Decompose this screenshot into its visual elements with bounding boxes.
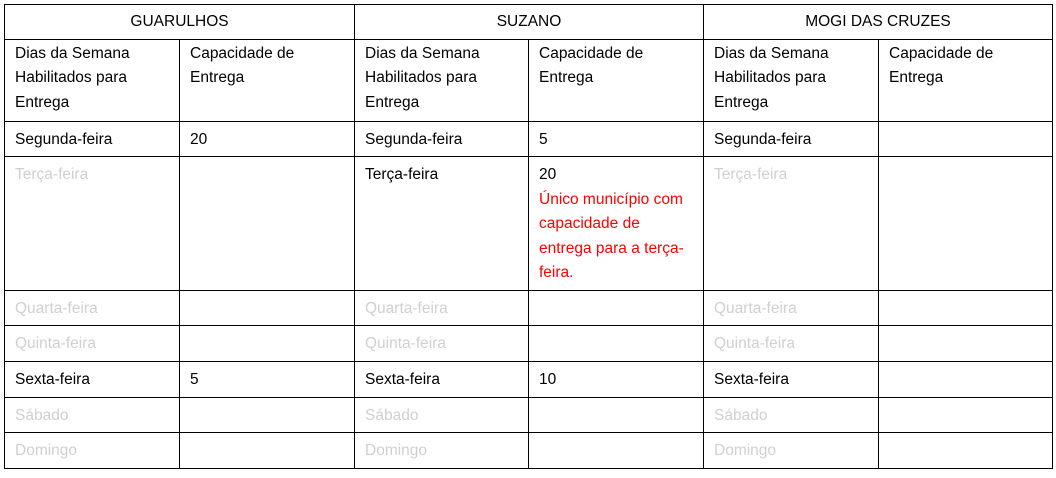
delivery-capacity-table: GUARULHOS SUZANO MOGI DAS CRUZES Dias da Se… — [4, 4, 1053, 469]
table-row: Terça-feira Terça-feira 20 Único município … — [4, 156, 1053, 291]
capacity-cell — [878, 432, 1053, 469]
capacity-cell — [179, 325, 355, 362]
day-column-header: Dias da Semana Habilitados para Entrega — [354, 38, 529, 122]
capacity-column-header: Capacidade de Entrega — [528, 38, 704, 122]
capacity-value: 20 — [190, 130, 208, 148]
day-cell: Segunda-feira — [4, 120, 180, 157]
day-cell: Sexta-feira — [4, 360, 180, 398]
day-cell: Sexta-feira — [703, 360, 879, 398]
day-column-header: Dias da Semana Habilitados para Entrega — [703, 38, 879, 122]
capacity-column-header: Capacidade de Entrega — [179, 38, 355, 122]
capacity-cell — [528, 289, 704, 326]
day-cell: Quinta-feira — [703, 325, 879, 362]
capacity-cell — [878, 360, 1053, 398]
capacity-value: 10 — [539, 370, 557, 388]
city-header: SUZANO — [354, 4, 704, 40]
capacity-cell: 10 — [528, 360, 704, 398]
day-cell: Segunda-feira — [354, 120, 529, 157]
table-row: Segunda-feira 20 Segunda-feira 5 Segunda-fei… — [4, 120, 1053, 157]
day-cell: Quinta-feira — [4, 325, 180, 362]
day-cell: Quarta-feira — [703, 289, 879, 326]
capacity-cell — [878, 325, 1053, 362]
capacity-cell: 20 — [179, 120, 355, 157]
table-row: Sábado Sábado Sábado — [4, 396, 1053, 433]
capacity-cell: 5 — [528, 120, 704, 157]
day-cell: Terça-feira — [354, 156, 529, 291]
day-cell: Domingo — [354, 432, 529, 469]
capacity-cell — [179, 396, 355, 433]
day-column-header: Dias da Semana Habilitados para Entrega — [4, 38, 180, 122]
table-row: Sexta-feira 5 Sexta-feira 10 Sexta-feira — [4, 360, 1053, 398]
day-cell: Quarta-feira — [354, 289, 529, 326]
capacity-cell — [528, 325, 704, 362]
table-row: Domingo Domingo Domingo — [4, 432, 1053, 469]
day-cell: Domingo — [703, 432, 879, 469]
capacity-cell — [179, 432, 355, 469]
day-cell: Quinta-feira — [354, 325, 529, 362]
capacity-cell — [878, 289, 1053, 326]
capacity-cell — [878, 156, 1053, 291]
capacity-cell: 20 Único município com capacidade de entr… — [528, 156, 704, 291]
capacity-cell: 5 — [179, 360, 355, 398]
day-cell: Segunda-feira — [703, 120, 879, 157]
capacity-value: 5 — [190, 370, 199, 388]
day-cell: Terça-feira — [4, 156, 180, 291]
city-header: MOGI DAS CRUZES — [703, 4, 1053, 40]
day-cell: Sábado — [703, 396, 879, 433]
table-row: Quinta-feira Quinta-feira Quinta-feira — [4, 325, 1053, 362]
capacity-cell — [528, 396, 704, 433]
day-cell: Sexta-feira — [354, 360, 529, 398]
table-row: Quarta-feira Quarta-feira Quarta-feira — [4, 289, 1053, 326]
capacity-value: 20 — [539, 166, 557, 183]
capacity-value: 5 — [539, 130, 548, 148]
day-cell: Sábado — [4, 396, 180, 433]
capacity-cell — [528, 432, 704, 469]
capacity-cell — [179, 289, 355, 326]
day-cell: Domingo — [4, 432, 180, 469]
capacity-cell — [878, 396, 1053, 433]
day-cell: Quarta-feira — [4, 289, 180, 326]
capacity-cell — [179, 156, 355, 291]
capacity-cell — [878, 120, 1053, 157]
capacity-column-header: Capacidade de Entrega — [878, 38, 1053, 122]
city-header: GUARULHOS — [4, 4, 355, 40]
day-cell: Terça-feira — [703, 156, 879, 291]
day-cell: Sábado — [354, 396, 529, 433]
capacity-note: Único município com capacidade de entreg… — [539, 190, 684, 282]
